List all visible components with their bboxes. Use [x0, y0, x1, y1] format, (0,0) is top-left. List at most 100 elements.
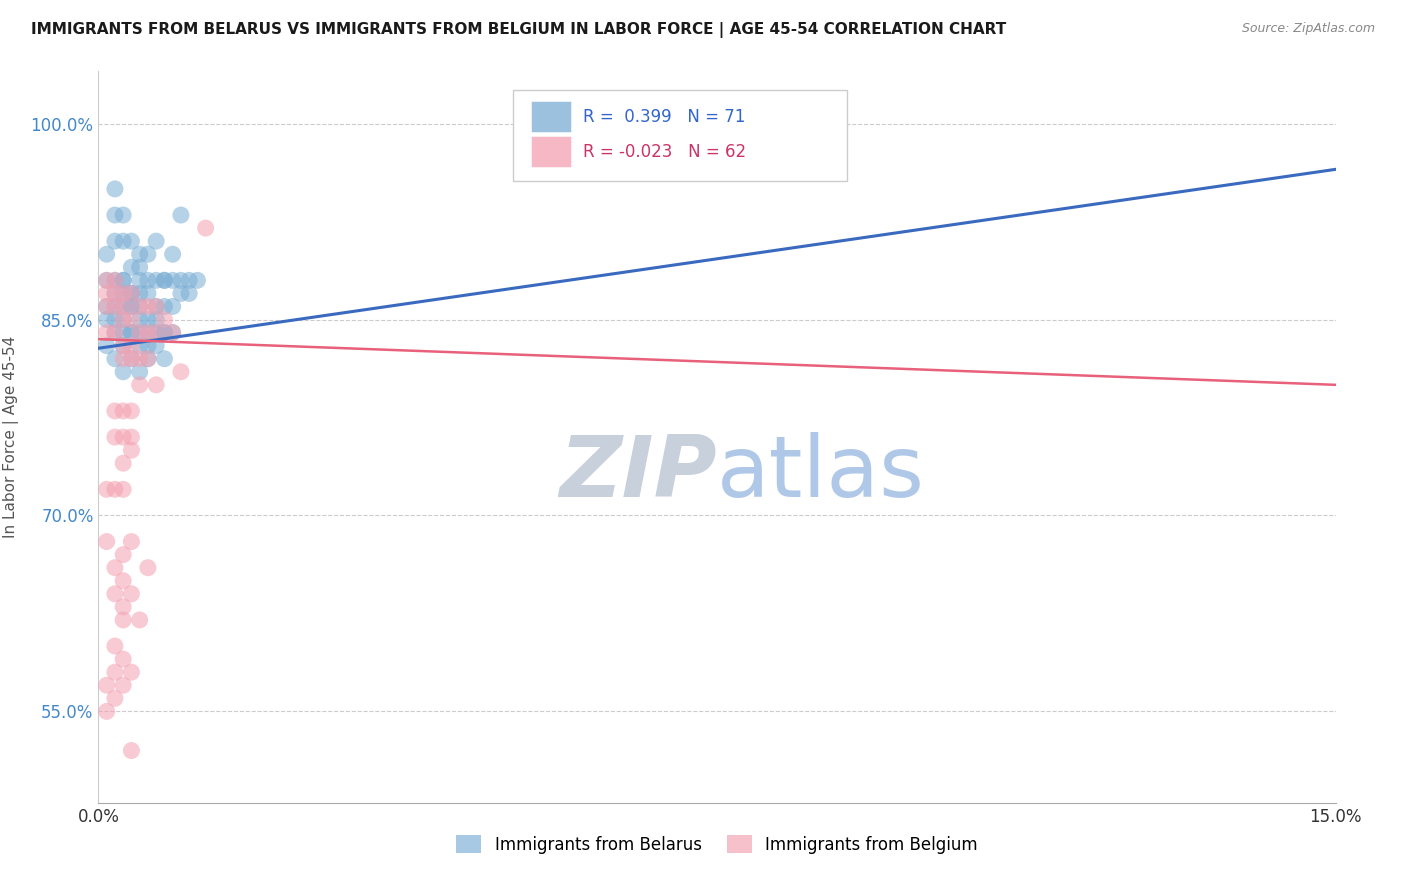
Point	[104, 587, 127, 601]
Point	[128, 326, 150, 340]
Point	[104, 234, 127, 248]
Legend: Immigrants from Belarus, Immigrants from Belgium: Immigrants from Belarus, Immigrants from…	[450, 829, 984, 860]
Point	[120, 300, 142, 314]
Point	[112, 286, 135, 301]
Point	[120, 286, 142, 301]
Point	[136, 286, 159, 301]
Point	[104, 483, 127, 497]
Point	[136, 247, 159, 261]
Point	[145, 312, 167, 326]
Point	[104, 404, 127, 418]
Point	[96, 286, 118, 301]
Point	[104, 326, 127, 340]
Point	[112, 300, 135, 314]
Point	[96, 300, 118, 314]
Point	[104, 639, 127, 653]
Point	[128, 286, 150, 301]
Point	[128, 613, 150, 627]
Point	[120, 443, 142, 458]
Point	[112, 456, 135, 470]
Point	[162, 326, 184, 340]
Point	[104, 286, 127, 301]
Point	[145, 339, 167, 353]
Text: R = -0.023   N = 62: R = -0.023 N = 62	[583, 143, 747, 161]
Point	[112, 286, 135, 301]
Point	[112, 430, 135, 444]
Point	[112, 351, 135, 366]
Point	[120, 234, 142, 248]
Point	[120, 286, 142, 301]
Point	[96, 534, 118, 549]
Point	[145, 326, 167, 340]
Text: R =  0.399   N = 71: R = 0.399 N = 71	[583, 108, 745, 126]
Point	[96, 678, 118, 692]
Point	[128, 300, 150, 314]
Point	[112, 273, 135, 287]
Point	[136, 351, 159, 366]
Point	[112, 548, 135, 562]
Point	[112, 404, 135, 418]
Point	[136, 339, 159, 353]
FancyBboxPatch shape	[513, 90, 846, 181]
Point	[112, 234, 135, 248]
Point	[104, 351, 127, 366]
Point	[179, 273, 201, 287]
Point	[96, 339, 118, 353]
Point	[104, 273, 127, 287]
Point	[179, 286, 201, 301]
Point	[120, 743, 142, 757]
Point	[162, 300, 184, 314]
Point	[145, 234, 167, 248]
Point	[120, 587, 142, 601]
Text: IMMIGRANTS FROM BELARUS VS IMMIGRANTS FROM BELGIUM IN LABOR FORCE | AGE 45-54 CO: IMMIGRANTS FROM BELARUS VS IMMIGRANTS FR…	[31, 22, 1007, 38]
Point	[120, 260, 142, 275]
Text: ZIP: ZIP	[560, 432, 717, 516]
Point	[120, 351, 142, 366]
Point	[145, 300, 167, 314]
Point	[128, 273, 150, 287]
Point	[112, 208, 135, 222]
Point	[145, 273, 167, 287]
Point	[112, 300, 135, 314]
Point	[153, 351, 176, 366]
Point	[104, 665, 127, 680]
Point	[96, 326, 118, 340]
Point	[104, 430, 127, 444]
Point	[120, 534, 142, 549]
Point	[112, 599, 135, 614]
Point	[153, 273, 176, 287]
Text: Source: ZipAtlas.com: Source: ZipAtlas.com	[1241, 22, 1375, 36]
Point	[120, 300, 142, 314]
Point	[162, 326, 184, 340]
Point	[153, 326, 176, 340]
Point	[162, 273, 184, 287]
Point	[112, 339, 135, 353]
Point	[112, 326, 135, 340]
Point	[145, 326, 167, 340]
Point	[120, 404, 142, 418]
Point	[128, 300, 150, 314]
Point	[170, 273, 193, 287]
Point	[96, 312, 118, 326]
Point	[145, 377, 167, 392]
Point	[104, 208, 127, 222]
Point	[136, 326, 159, 340]
Point	[120, 665, 142, 680]
Point	[96, 483, 118, 497]
FancyBboxPatch shape	[531, 136, 571, 167]
Point	[112, 365, 135, 379]
Point	[120, 326, 142, 340]
Point	[104, 326, 127, 340]
Point	[128, 312, 150, 326]
Point	[104, 286, 127, 301]
Point	[194, 221, 217, 235]
Text: atlas: atlas	[717, 432, 925, 516]
Point	[120, 326, 142, 340]
Point	[153, 326, 176, 340]
Y-axis label: In Labor Force | Age 45-54: In Labor Force | Age 45-54	[3, 336, 20, 538]
Point	[153, 312, 176, 326]
Point	[120, 339, 142, 353]
Point	[128, 260, 150, 275]
Point	[145, 300, 167, 314]
Point	[104, 560, 127, 574]
